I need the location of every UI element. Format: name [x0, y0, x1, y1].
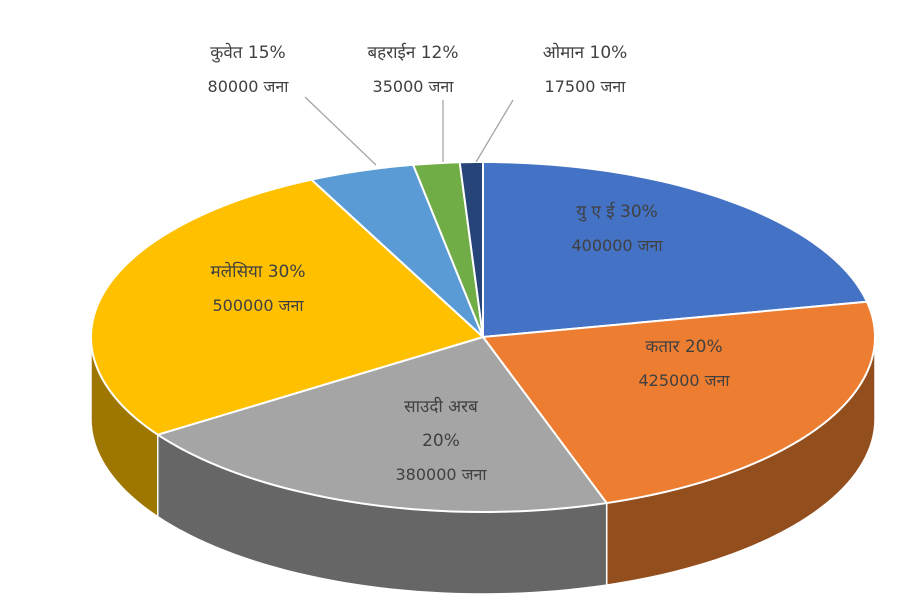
- data-label-name: मलेसिया 30%: [210, 261, 305, 282]
- data-label-name: बहराईन 12%: [367, 42, 458, 63]
- pie-side-walls: [90, 336, 876, 595]
- leader-line: [304, 96, 377, 166]
- data-label-value: 500000 जना: [212, 296, 304, 315]
- slice-425000-wedge: [482, 300, 876, 505]
- data-label-value: 17500 जना: [545, 77, 627, 96]
- data-label-value: 400000 जना: [571, 236, 663, 255]
- slice-80000-wedge: [310, 163, 484, 338]
- data-labels: यु ए ई 30% 400000 जना कतार 20% 425000 जना सा…: [208, 42, 731, 484]
- slice-380000-wedge: [156, 336, 608, 513]
- data-label-name: कुवेत 15%: [210, 42, 285, 63]
- data-label-value: 80000 जना: [208, 77, 290, 96]
- data-label-percent: 20%: [422, 431, 460, 451]
- data-label-name: यु ए ई 30%: [576, 201, 658, 222]
- pie-top-faces: [90, 161, 876, 513]
- leader-line: [475, 99, 514, 163]
- data-label-value: 380000 जना: [395, 465, 487, 484]
- slice-500000-wedge: [90, 178, 484, 436]
- data-label-value: 35000 जना: [373, 77, 455, 96]
- data-label-name: ओमान 10%: [543, 42, 628, 63]
- slice-17500-wedge: [458, 161, 484, 338]
- leader-lines: [304, 96, 514, 166]
- data-label-name: कतार 20%: [645, 337, 722, 357]
- slice-35000-wedge: [412, 161, 484, 338]
- data-label-name: साउदी अरब: [404, 396, 478, 417]
- slice-400000-wedge: [482, 161, 868, 338]
- data-label-value: 425000 जना: [638, 371, 730, 390]
